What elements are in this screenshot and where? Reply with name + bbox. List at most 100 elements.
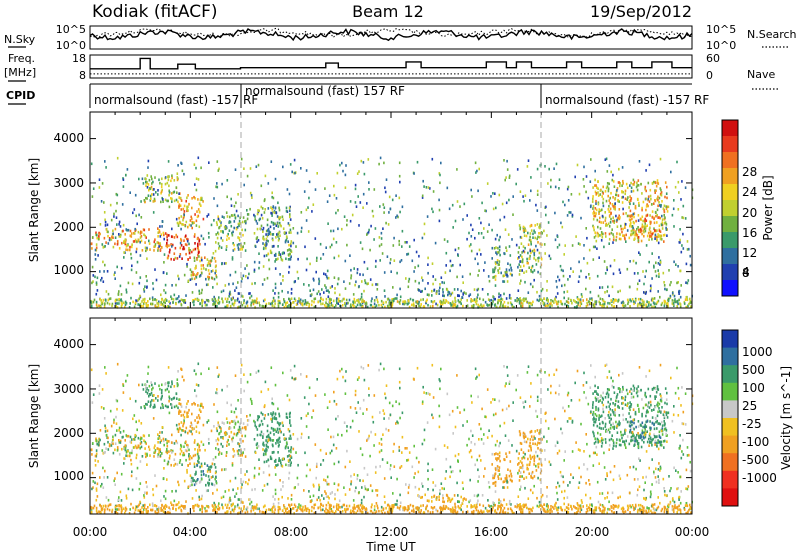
scatter-cell	[546, 289, 548, 292]
scatter-cell	[290, 244, 292, 248]
scatter-cell	[508, 293, 511, 297]
scatter-cell	[438, 208, 441, 212]
scatter-cell	[548, 254, 551, 258]
scatter-cell	[144, 285, 146, 288]
scatter-cell	[599, 302, 601, 305]
scatter-cell	[617, 400, 620, 403]
scatter-cell	[164, 198, 167, 202]
scatter-cell	[178, 205, 180, 208]
scatter-cell	[498, 193, 501, 197]
scatter-cell	[527, 449, 530, 452]
scatter-cell	[421, 194, 424, 198]
scatter-cell	[139, 236, 142, 239]
scatter-cell	[663, 304, 666, 308]
scatter-cell	[453, 288, 456, 291]
scatter-cell	[338, 293, 341, 297]
scatter-cell	[231, 437, 233, 441]
scatter-cell	[621, 184, 623, 187]
scatter-cell	[660, 399, 663, 403]
scatter-cell	[205, 504, 208, 508]
scatter-cell	[511, 305, 514, 309]
scatter-cell	[146, 197, 148, 200]
scatter-cell	[588, 483, 591, 486]
scatter-cell	[255, 425, 258, 429]
scatter-cell	[335, 197, 338, 200]
scatter-cell	[191, 226, 193, 230]
scatter-cell	[492, 268, 494, 271]
scatter-cell	[599, 492, 601, 495]
scatter-cell	[151, 177, 153, 181]
scatter-cell	[671, 299, 674, 302]
scatter-cell	[118, 302, 120, 305]
scatter-cell	[524, 246, 526, 250]
scatter-cell	[607, 194, 609, 198]
scatter-cell	[275, 417, 278, 421]
scatter-cell	[178, 216, 180, 220]
scatter-cell	[366, 282, 368, 286]
scatter-cell	[407, 491, 410, 495]
scatter-cell	[362, 192, 365, 196]
scatter-cell	[474, 161, 477, 165]
scatter-cell	[180, 162, 183, 165]
scatter-cell	[598, 256, 600, 259]
scatter-cell	[505, 479, 507, 482]
scatter-cell	[168, 397, 171, 400]
scatter-cell	[278, 443, 280, 447]
scatter-cell	[645, 420, 647, 424]
scatter-cell	[357, 298, 359, 302]
scatter-cell	[526, 463, 528, 467]
scatter-cell	[646, 440, 649, 444]
scatter-cell	[506, 365, 508, 369]
scatter-cell	[110, 218, 113, 222]
scatter-cell	[532, 438, 534, 442]
scatter-cell	[641, 223, 644, 226]
scatter-cell	[476, 252, 478, 256]
scatter-cell	[318, 277, 320, 281]
scatter-cell	[285, 235, 288, 238]
scatter-cell	[564, 409, 566, 413]
scatter-cell	[678, 289, 681, 293]
scatter-cell	[385, 221, 387, 225]
scatter-cell	[507, 301, 509, 305]
scatter-cell	[536, 237, 538, 241]
scatter-cell	[493, 481, 495, 485]
scatter-cell	[540, 257, 543, 261]
scatter-cell	[171, 174, 173, 177]
scatter-cell	[143, 439, 145, 442]
scatter-cell	[536, 223, 539, 226]
scatter-cell	[355, 305, 357, 309]
scatter-cell	[327, 482, 330, 486]
scatter-cell	[654, 405, 657, 409]
scatter-cell	[214, 265, 217, 269]
scatter-cell	[200, 267, 203, 271]
scatter-cell	[382, 203, 385, 206]
scatter-cell	[198, 431, 201, 435]
scatter-cell	[505, 273, 507, 276]
scatter-cell	[633, 183, 635, 186]
scatter-cell	[238, 236, 240, 240]
scatter-cell	[595, 184, 597, 187]
scatter-cell	[585, 287, 587, 291]
scatter-cell	[294, 280, 296, 283]
scatter-cell	[567, 304, 570, 308]
scatter-cell	[536, 248, 539, 252]
scatter-cell	[369, 278, 372, 281]
scatter-cell	[150, 403, 152, 406]
scatter-cell	[648, 406, 651, 409]
scatter-cell	[385, 384, 388, 387]
scatter-cell	[605, 199, 608, 203]
scatter-cell	[518, 479, 521, 482]
scatter-cell	[274, 292, 276, 295]
scatter-cell	[454, 296, 456, 300]
scatter-cell	[118, 233, 120, 236]
scatter-cell	[518, 246, 520, 249]
scatter-cell	[618, 387, 620, 390]
scatter-cell	[504, 305, 507, 308]
scatter-cell	[622, 234, 624, 237]
scatter-cell	[636, 236, 639, 240]
scatter-cell	[678, 241, 681, 244]
scatter-cell	[325, 301, 327, 304]
scatter-cell	[152, 193, 155, 196]
scatter-cell	[176, 378, 179, 381]
scatter-cell	[643, 227, 646, 231]
